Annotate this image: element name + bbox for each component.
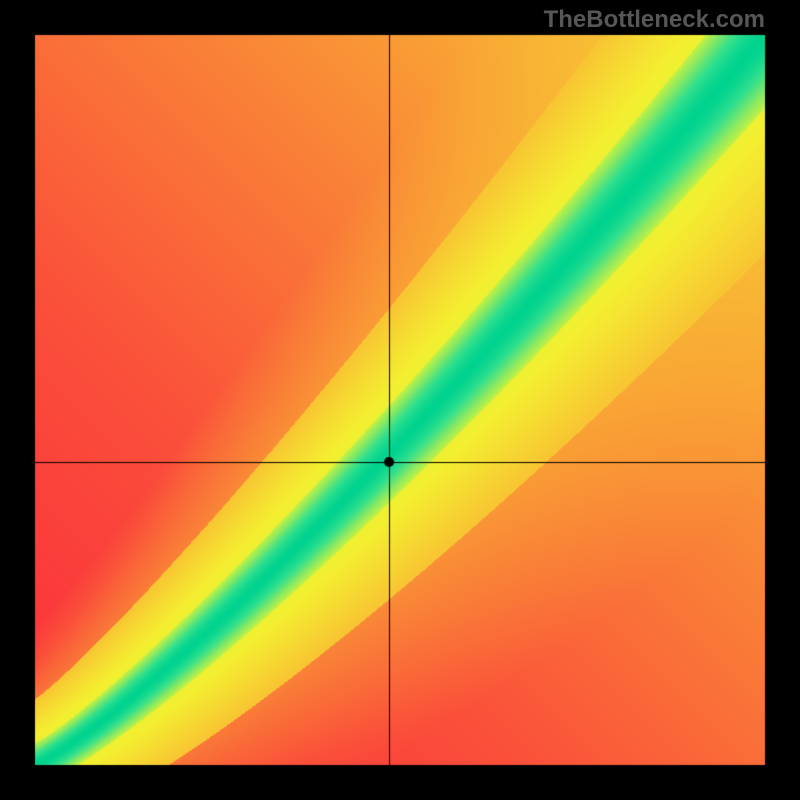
watermark-text: TheBottleneck.com xyxy=(544,6,765,34)
chart-container: TheBottleneck.com xyxy=(0,0,800,800)
heatmap-plot xyxy=(0,0,800,800)
